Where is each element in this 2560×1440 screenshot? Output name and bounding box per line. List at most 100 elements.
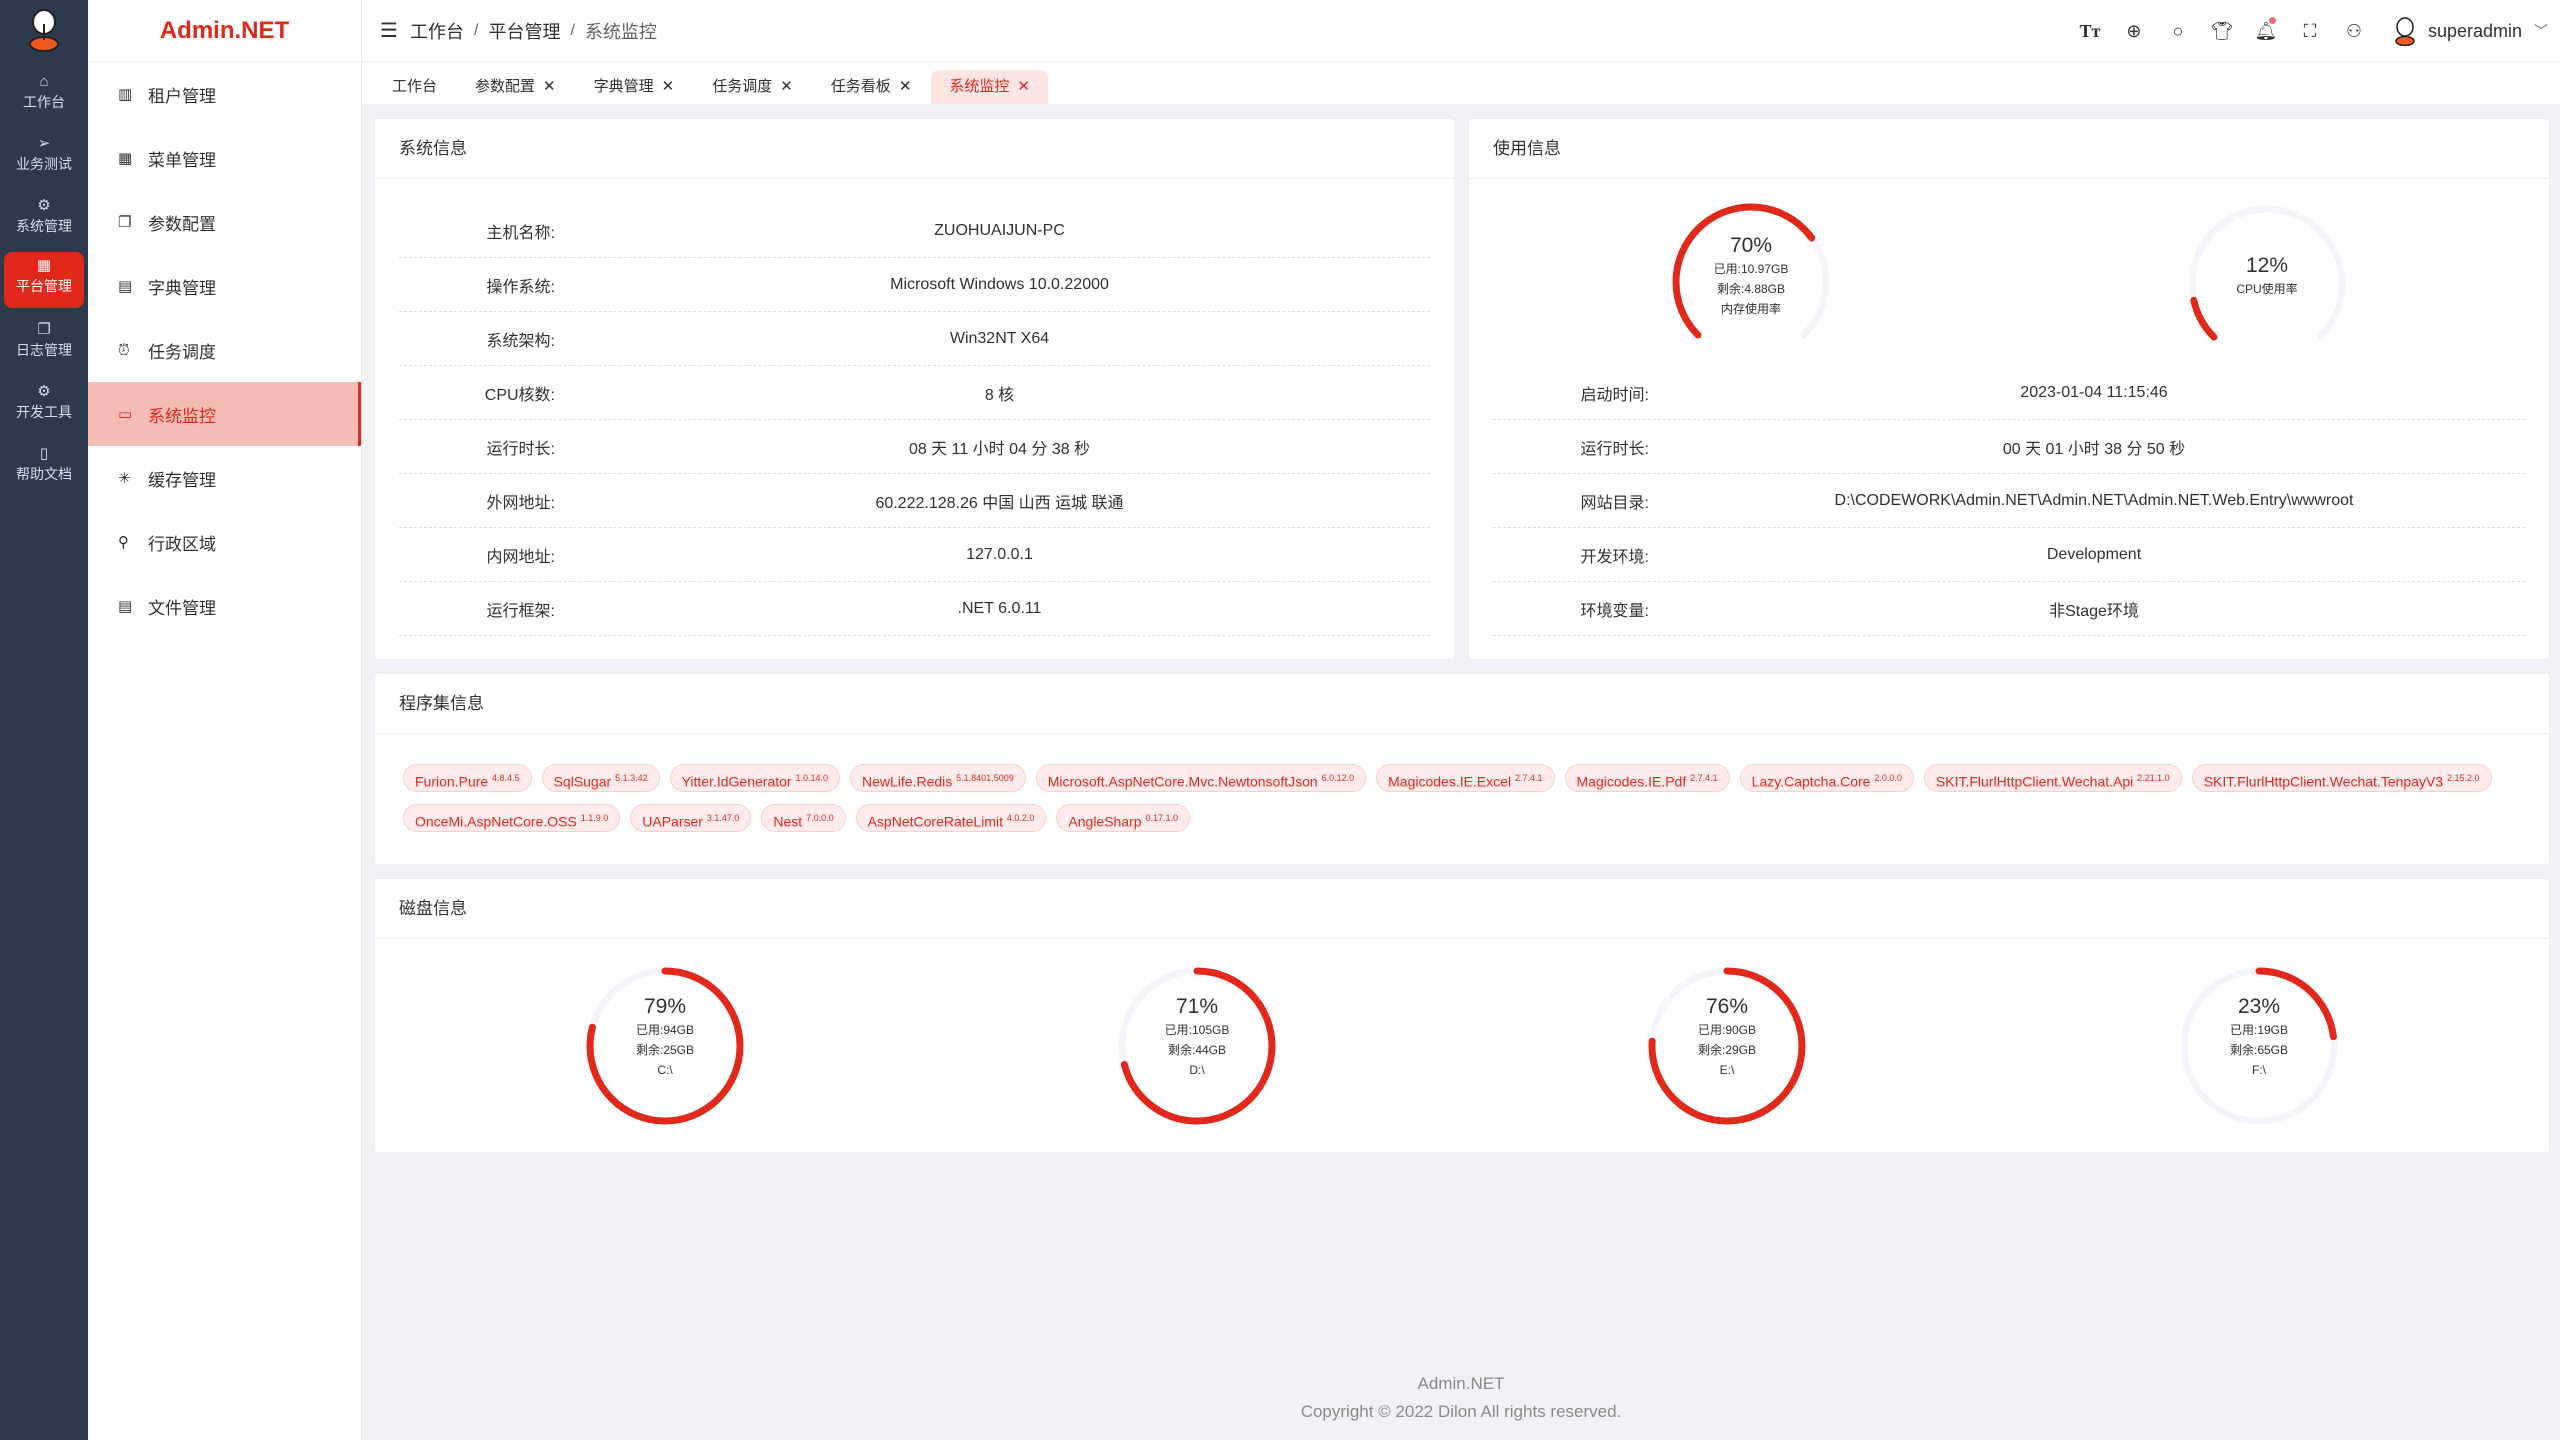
rail-item[interactable]: ⌂ 工作台 <box>4 68 84 124</box>
assembly-version: 1.0.14.0 <box>795 773 828 783</box>
footer: Admin.NET Copyright © 2022 Dilon All rig… <box>362 1370 2560 1426</box>
user-icon[interactable]: ⚇ <box>2345 20 2362 41</box>
assembly-tag: NewLife.Redis 5.1.8401.5009 <box>850 764 1026 792</box>
memory-gauge: 70% 已用:10.97GB 剩余:4.88GB 内存使用率 <box>1666 197 1836 367</box>
assembly-tag: AspNetCoreRateLimit 4.0.2.0 <box>855 804 1047 832</box>
search-icon[interactable]: ○ <box>2172 20 2184 41</box>
assembly-name: Furion.Pure <box>415 773 489 790</box>
tab-label: 任务调度 <box>712 78 773 95</box>
menu-item[interactable]: ▤ 文件管理 <box>88 574 361 638</box>
rail-item[interactable]: ❐ 日志管理 <box>4 316 84 372</box>
gauge-line: 已用:19GB <box>2229 1023 2289 1037</box>
menu-item[interactable]: ▤ 字典管理 <box>88 254 361 318</box>
menu-item[interactable]: ▥ 租户管理 <box>88 62 361 126</box>
info-label: 开发环境: <box>1580 548 1649 566</box>
gauge-progress <box>2188 205 2346 363</box>
assembly-version: 2.21.1.0 <box>2137 773 2170 783</box>
gauge-percent: 79% <box>643 995 687 1018</box>
gauge-svg <box>1648 967 1806 1125</box>
username[interactable]: superadmin <box>2427 20 2522 41</box>
breadcrumb-current: 系统监控 <box>584 21 657 42</box>
breadcrumb-item[interactable]: 工作台 <box>410 21 464 42</box>
gauge-percent: 71% <box>1175 995 1219 1018</box>
disk-gauge: 76% 已用:90GB 剩余:29GB E:\ <box>1642 961 1812 1131</box>
gauge-line: 剩余:25GB <box>635 1043 695 1057</box>
tab[interactable]: 系统监控 ✕ <box>931 70 1048 104</box>
close-icon[interactable]: ✕ <box>780 78 793 95</box>
assembly-tag: AngleSharp 0.17.1.0 <box>1056 804 1190 832</box>
tab-label: 任务看板 <box>830 78 891 95</box>
assembly-info-card: 程序集信息 Furion.Pure 4.8.4.5 SqlSugar 5.1.3.… <box>374 673 2550 865</box>
gauge-svg <box>586 967 744 1125</box>
menu-item[interactable]: ❐ 参数配置 <box>88 190 361 254</box>
close-icon[interactable]: ✕ <box>661 78 675 95</box>
menu-item[interactable]: ✳ 缓存管理 <box>88 446 361 510</box>
gauge-svg <box>1672 203 1830 361</box>
assembly-name: Lazy.Captcha.Core <box>1751 773 1871 790</box>
rail-item[interactable]: ➢ 业务测试 <box>4 130 84 186</box>
assembly-version: 2.0.0.0 <box>1874 773 1902 783</box>
font-size-icon[interactable]: Tт <box>2079 20 2101 41</box>
language-icon[interactable]: ⊕ <box>2126 20 2142 41</box>
assembly-version: 3.1.47.0 <box>706 813 740 823</box>
book-icon: ▤ <box>118 278 133 295</box>
grid-icon: ▦ <box>118 150 133 167</box>
breadcrumb-separator: / <box>570 21 575 39</box>
rail-item[interactable]: ▯ 帮助文档 <box>4 440 84 496</box>
breadcrumb-item[interactable]: 平台管理 <box>488 21 561 42</box>
close-icon[interactable]: ✕ <box>898 78 912 95</box>
tab[interactable]: 参数配置 ✕ <box>457 70 574 104</box>
gauge-text: 12% CPU使用率 <box>2182 253 2352 299</box>
disk-gauge: 23% 已用:19GB 剩余:65GB F:\ <box>2174 961 2344 1131</box>
chevron-down-icon[interactable]: ﹀ <box>2534 23 2548 39</box>
menu-item[interactable]: ▦ 菜单管理 <box>88 126 361 190</box>
logo-avatar-icon <box>29 9 59 52</box>
gauge-progress <box>1648 967 1806 1125</box>
rail-item-label: 系统管理 <box>16 218 72 234</box>
gauge-line: F:\ <box>2252 1063 2266 1077</box>
info-label: 主机名称: <box>486 224 555 242</box>
close-icon[interactable]: ✕ <box>543 78 556 95</box>
gauge-percent: 76% <box>1705 995 1749 1018</box>
rail-item[interactable]: ⚙ 系统管理 <box>4 192 84 248</box>
menu-item-label: 文件管理 <box>148 598 216 618</box>
info-value: 8 核 <box>984 386 1015 404</box>
gauge-line: 已用:105GB <box>1164 1023 1230 1037</box>
assembly-name: Nest <box>773 813 803 830</box>
rail-item[interactable]: ▦ 平台管理 <box>4 252 84 308</box>
tab[interactable]: 任务调度 ✕ <box>694 70 811 104</box>
assembly-name: NewLife.Redis <box>862 773 953 790</box>
gauge-svg <box>2188 205 2346 363</box>
rail-item-label: 开发工具 <box>16 404 72 420</box>
theme-shirt-icon[interactable]: 👕︎ <box>2210 20 2234 41</box>
menu-item[interactable]: ⏰︎ 任务调度 <box>88 318 361 382</box>
menu-item[interactable]: ▭ 系统监控 <box>88 382 361 446</box>
gauge-line: 剩余:65GB <box>2229 1043 2289 1057</box>
breadcrumb-separator: / <box>474 21 479 39</box>
bell-icon[interactable]: 🔔︎ <box>2244 16 2288 42</box>
menu-item[interactable]: ⚲ 行政区域 <box>88 510 361 574</box>
menu-collapse-icon[interactable]: ☰ <box>380 20 398 42</box>
info-row: 开发环境: Development <box>1493 528 2525 582</box>
info-label: CPU核数: <box>484 386 555 404</box>
rail-item-label: 帮助文档 <box>16 466 72 482</box>
avatar[interactable] <box>2392 16 2418 46</box>
gauge-svg <box>1118 967 1276 1125</box>
assembly-version: 0.17.1.0 <box>1145 813 1178 823</box>
tab[interactable]: 字典管理 ✕ <box>576 70 693 104</box>
tab[interactable]: 任务看板 ✕ <box>813 70 930 104</box>
tab[interactable]: 工作台 <box>374 70 455 104</box>
send-icon: ➢ <box>37 135 51 152</box>
info-label: 系统架构: <box>486 332 555 350</box>
close-icon[interactable]: ✕ <box>1017 78 1030 95</box>
gauge-progress <box>1118 967 1276 1125</box>
fullscreen-icon[interactable]: ⛶ <box>2303 20 2317 41</box>
info-value: Microsoft Windows 10.0.22000 <box>890 275 1109 293</box>
alarm-clock-icon: ⏰︎ <box>118 341 130 359</box>
rail-item[interactable]: ⚙ 开发工具 <box>4 378 84 434</box>
gauge-text: 71% 已用:105GB 剩余:44GB D:\ <box>1112 994 1282 1080</box>
assembly-version: 6.0.12.0 <box>1321 773 1355 783</box>
gauge-text: 70% 已用:10.97GB 剩余:4.88GB 内存使用率 <box>1666 233 1836 319</box>
menu-item-label: 字典管理 <box>148 278 216 298</box>
info-label: 运行框架: <box>486 602 555 620</box>
